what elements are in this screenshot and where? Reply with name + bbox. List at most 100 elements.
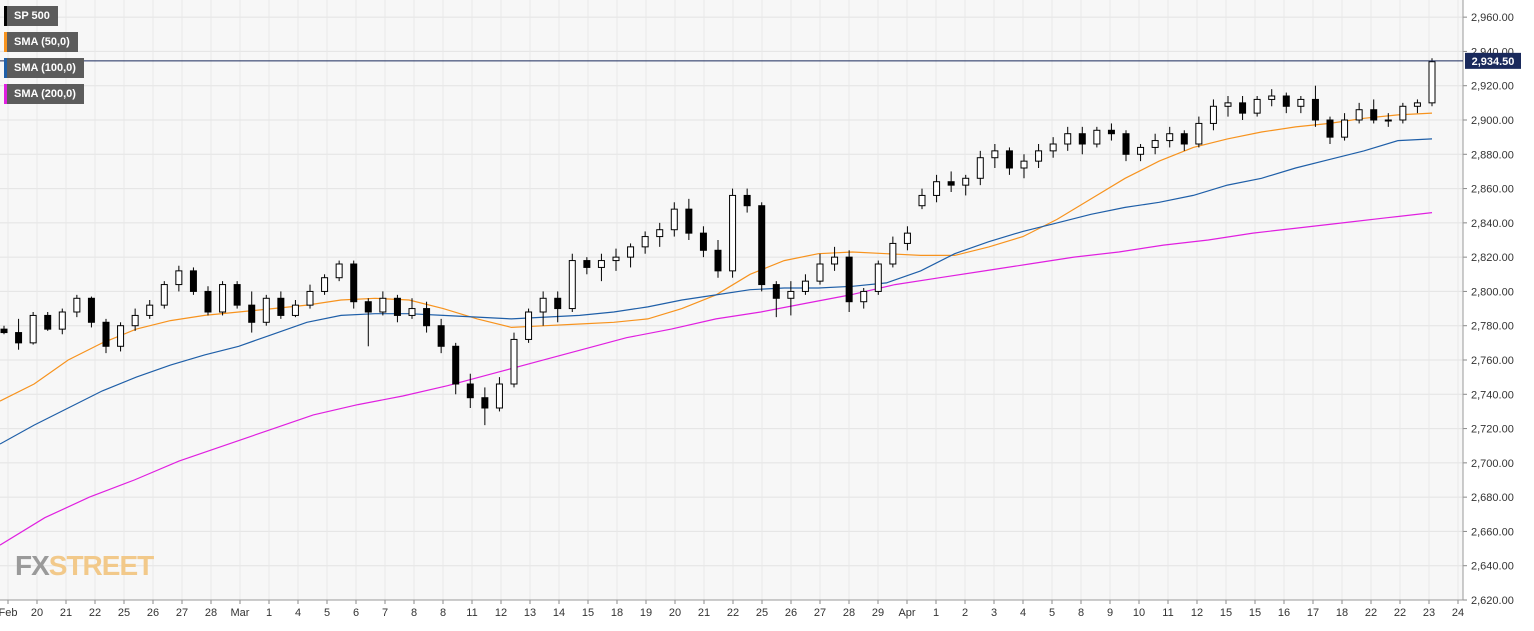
x-tick-label: 8 (1078, 607, 1084, 619)
candle-body (1180, 133, 1188, 145)
candle-body (801, 280, 809, 292)
candle-body (962, 177, 970, 186)
candle (15, 318, 23, 350)
candle-body (204, 290, 212, 313)
candle (219, 281, 227, 316)
candle-body (1151, 140, 1159, 148)
last-price-label: 2,934.50 (1472, 56, 1515, 68)
candle (117, 322, 125, 352)
legend-item-sp500[interactable]: SP 500 (4, 6, 58, 26)
legend-item-sma100[interactable]: SMA (100,0) (4, 58, 84, 78)
candle-body (248, 304, 256, 323)
candle-body (976, 157, 984, 179)
candle (787, 281, 795, 316)
candle (1166, 126, 1174, 148)
x-tick-label: 4 (1020, 607, 1026, 619)
candle (1413, 99, 1421, 114)
legend-label: SMA (50,0) (14, 36, 70, 48)
candle-body (1268, 95, 1276, 100)
sma-line (0, 212, 1433, 546)
candle (1035, 144, 1043, 168)
candle-body (58, 311, 66, 330)
y-tick-label: 2,700.00 (1471, 458, 1514, 470)
x-tick-label: 27 (176, 607, 188, 619)
candle-body (729, 194, 737, 272)
legend-swatch (4, 6, 7, 26)
candle-body (466, 383, 474, 399)
candle (1297, 96, 1305, 114)
candle (350, 260, 358, 309)
candle (87, 296, 95, 328)
candle-body (160, 284, 168, 306)
candle-body (772, 284, 780, 299)
candle (1049, 137, 1057, 158)
candle (1107, 123, 1115, 141)
candle (291, 300, 299, 318)
candle (889, 236, 897, 268)
legend-item-sma200[interactable]: SMA (200,0) (4, 84, 84, 104)
candle-body (1078, 133, 1086, 145)
sma-line (0, 138, 1433, 445)
candle-body (1093, 129, 1101, 145)
candle (58, 308, 66, 335)
candle-body (831, 256, 839, 265)
candle (189, 267, 197, 295)
y-tick-label: 2,920.00 (1471, 81, 1514, 93)
legend: SP 500 SMA (50,0) SMA (100,0) SMA (200,0… (4, 6, 84, 110)
candle-body (554, 297, 562, 310)
x-tick-label: 22 (727, 607, 739, 619)
candle-body (1195, 122, 1203, 145)
y-tick-label: 2,720.00 (1471, 424, 1514, 436)
y-tick-label: 2,660.00 (1471, 526, 1514, 538)
candle-body (73, 297, 81, 313)
candle-body (1370, 109, 1378, 121)
candle (1428, 58, 1436, 107)
y-tick-label: 2,960.00 (1471, 12, 1514, 24)
candle-body (1107, 129, 1115, 135)
candle (1122, 130, 1130, 162)
candle (1282, 92, 1290, 114)
candle (1399, 102, 1407, 124)
x-tick-label: 15 (1249, 607, 1261, 619)
candle (364, 298, 372, 347)
x-tick-label: Feb (0, 607, 17, 619)
x-tick-label: 12 (495, 607, 507, 619)
candle (510, 332, 518, 388)
candle-body (437, 325, 445, 347)
candle (874, 260, 882, 295)
candle (1093, 126, 1101, 148)
candle (1253, 96, 1261, 117)
candle (845, 250, 853, 312)
x-tick-label: 7 (382, 607, 388, 619)
candle (29, 312, 37, 345)
candle-body (656, 229, 664, 238)
candle (175, 265, 183, 292)
candle (481, 387, 489, 426)
candle-body (1209, 105, 1217, 124)
candle (583, 257, 591, 275)
y-tick-label: 2,680.00 (1471, 492, 1514, 504)
candles (0, 58, 1436, 426)
x-tick-label: 11 (466, 607, 477, 619)
candle-body (743, 194, 751, 207)
y-tick-label: 2,860.00 (1471, 184, 1514, 196)
x-tick-label: 9 (1107, 607, 1113, 619)
candle (1151, 133, 1159, 155)
candle-body (1341, 119, 1349, 138)
candle-body (1224, 102, 1232, 107)
candle-body (219, 284, 227, 313)
candle (918, 188, 926, 210)
x-tick-label: 15 (582, 607, 594, 619)
candle (1370, 99, 1378, 124)
candle-body (364, 301, 372, 313)
legend-item-sma50[interactable]: SMA (50,0) (4, 32, 78, 52)
candle (903, 226, 911, 251)
x-tick-label: 21 (60, 607, 72, 619)
candle (1341, 113, 1349, 141)
candle (860, 288, 868, 309)
candle-body (1326, 119, 1334, 138)
y-tick-label: 2,780.00 (1471, 321, 1514, 333)
candle (495, 377, 503, 412)
candle (466, 373, 474, 408)
